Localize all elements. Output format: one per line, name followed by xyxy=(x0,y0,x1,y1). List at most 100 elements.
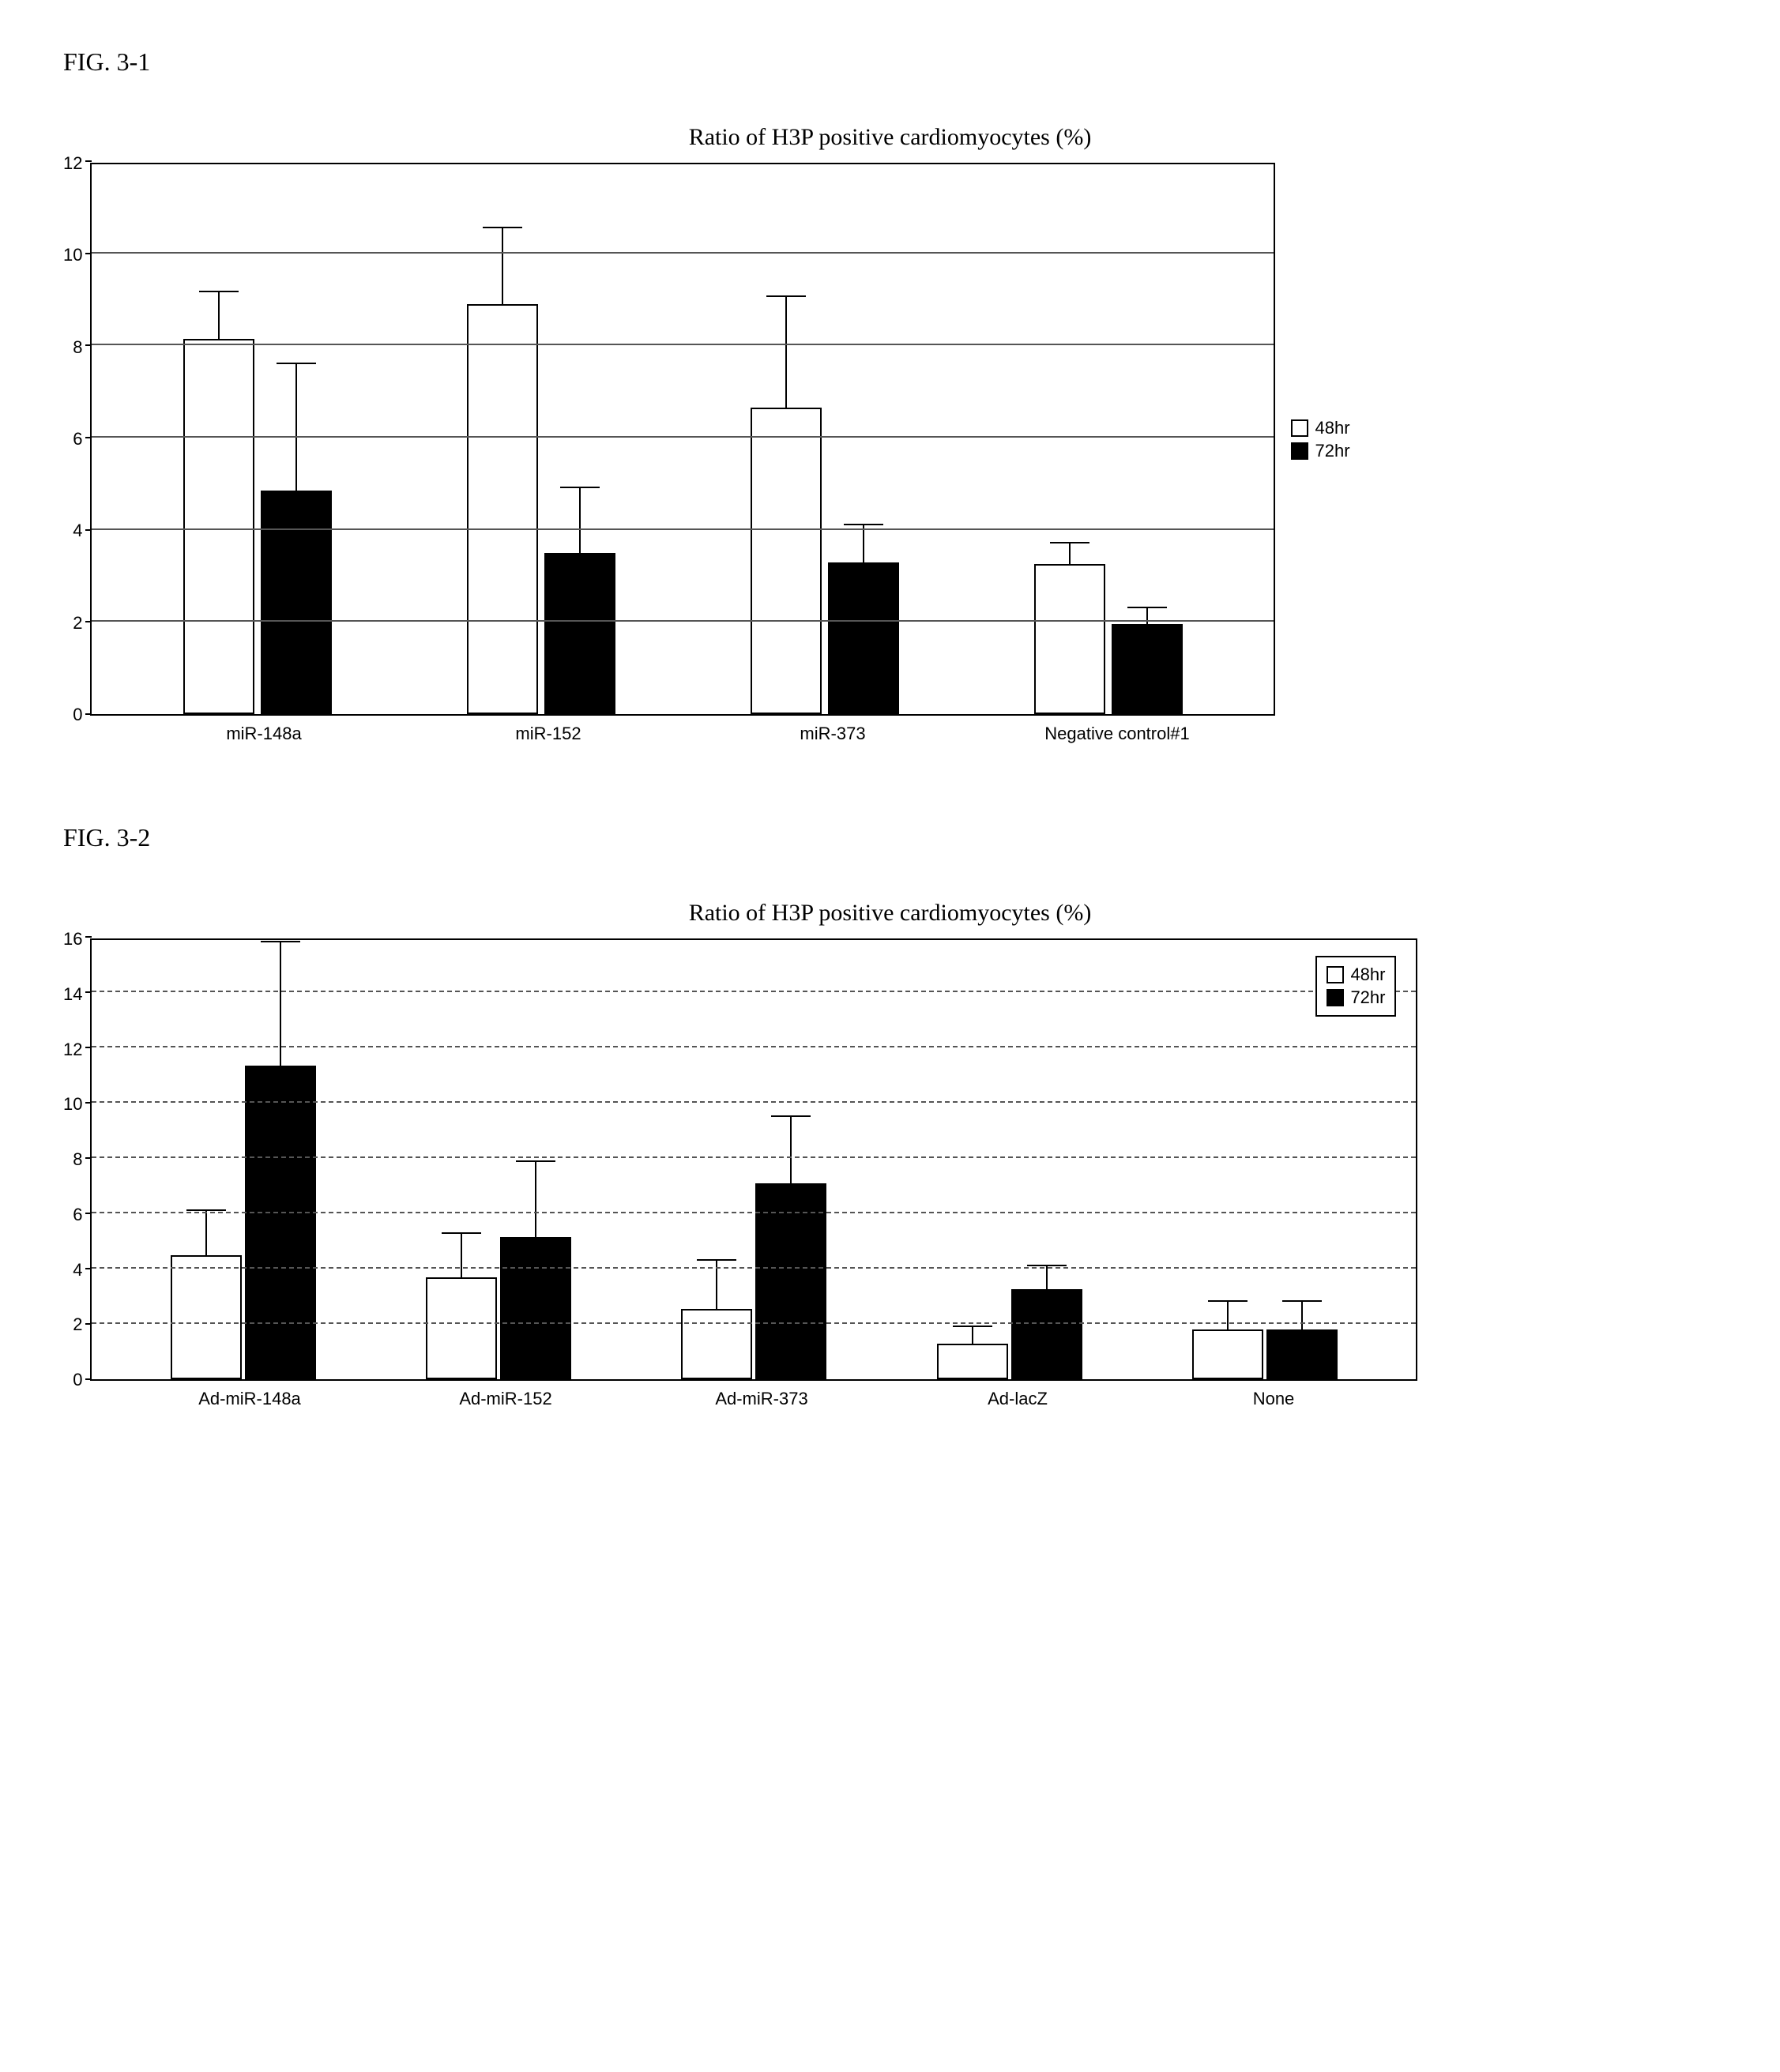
gridline xyxy=(92,344,1274,345)
y-tick-label: 8 xyxy=(73,1149,82,1170)
error-bar xyxy=(461,1234,462,1277)
gridline xyxy=(92,1267,1416,1269)
x-tick-label: Ad-lacZ xyxy=(945,1389,1090,1409)
legend-label: 72hr xyxy=(1315,441,1349,461)
error-cap xyxy=(516,1160,555,1162)
error-bar xyxy=(502,228,503,304)
figure-3-1: FIG. 3-1 Ratio of H3P positive cardiomyo… xyxy=(63,47,1717,744)
bar-group xyxy=(751,164,899,714)
y-tick-label: 2 xyxy=(73,1314,82,1335)
x-tick-label: Negative control#1 xyxy=(1043,724,1191,744)
bar xyxy=(245,1066,316,1379)
bar-group xyxy=(183,164,332,714)
plot-area xyxy=(90,163,1275,716)
error-cap xyxy=(1282,1300,1322,1302)
bar xyxy=(681,1309,752,1379)
plot-area: 48hr72hr xyxy=(90,938,1417,1381)
y-tick-label: 6 xyxy=(73,429,82,449)
y-tick-mark xyxy=(85,991,92,993)
legend-item: 48hr xyxy=(1327,965,1385,985)
error-bar xyxy=(205,1211,207,1255)
legend-label: 48hr xyxy=(1350,965,1385,985)
figure-label: FIG. 3-1 xyxy=(63,47,1717,77)
bar-group xyxy=(171,940,316,1379)
chart-title: Ratio of H3P positive cardiomyocytes (%) xyxy=(63,900,1717,927)
gridline xyxy=(92,991,1416,992)
bar xyxy=(426,1277,497,1380)
legend: 48hr72hr xyxy=(1315,956,1396,1017)
legend-label: 72hr xyxy=(1350,987,1385,1008)
y-tick-mark xyxy=(85,1268,92,1269)
bar-group xyxy=(937,940,1082,1379)
error-cap xyxy=(483,227,522,228)
legend-swatch xyxy=(1327,989,1344,1006)
y-tick-label: 16 xyxy=(63,929,82,950)
y-tick-mark xyxy=(85,621,92,622)
bar xyxy=(261,491,332,714)
y-tick-label: 10 xyxy=(63,245,82,265)
bar xyxy=(1011,1289,1082,1379)
error-bar xyxy=(972,1327,973,1344)
x-tick-label: Ad-miR-148a xyxy=(177,1389,322,1409)
bar xyxy=(1266,1329,1338,1379)
x-tick-label: miR-373 xyxy=(758,724,907,744)
y-tick-mark xyxy=(85,1378,92,1380)
x-tick-label: miR-152 xyxy=(474,724,623,744)
error-cap xyxy=(697,1259,736,1261)
bar-group xyxy=(681,940,826,1379)
figure-label: FIG. 3-2 xyxy=(63,823,1717,852)
error-bar xyxy=(785,297,787,408)
gridline xyxy=(92,1101,1416,1103)
y-tick-label: 4 xyxy=(73,1260,82,1280)
error-bar xyxy=(1069,543,1071,564)
y-tick-mark xyxy=(85,1047,92,1048)
legend-swatch xyxy=(1291,419,1308,437)
error-cap xyxy=(199,291,239,292)
error-cap xyxy=(1208,1300,1248,1302)
y-tick-label: 6 xyxy=(73,1205,82,1225)
y-tick-label: 0 xyxy=(73,1370,82,1390)
gridline xyxy=(92,1322,1416,1324)
error-cap xyxy=(1127,607,1167,608)
figure-3-2: FIG. 3-2 Ratio of H3P positive cardiomyo… xyxy=(63,823,1717,1409)
error-bar xyxy=(535,1162,536,1237)
x-tick-label: None xyxy=(1201,1389,1346,1409)
legend-item: 72hr xyxy=(1291,441,1349,461)
y-tick-label: 12 xyxy=(63,1040,82,1060)
legend-item: 48hr xyxy=(1291,418,1349,438)
gridline xyxy=(92,528,1274,530)
error-cap xyxy=(766,295,806,297)
x-tick-label: Ad-miR-373 xyxy=(689,1389,834,1409)
bar xyxy=(171,1255,242,1380)
y-tick-mark xyxy=(85,1323,92,1325)
x-axis: Ad-miR-148a Ad-miR-152 Ad-miR-373 Ad-lacZ No… xyxy=(98,1381,1425,1409)
error-bar xyxy=(790,1117,792,1183)
gridline xyxy=(92,620,1274,622)
error-bar xyxy=(863,525,864,562)
gridline xyxy=(92,1046,1416,1047)
legend-swatch xyxy=(1327,966,1344,983)
bar-group xyxy=(467,164,615,714)
bar xyxy=(1034,564,1105,714)
y-tick-label: 12 xyxy=(63,153,82,174)
y-tick-label: 14 xyxy=(63,984,82,1005)
legend-swatch xyxy=(1291,442,1308,460)
y-tick-label: 4 xyxy=(73,521,82,541)
y-tick-mark xyxy=(85,344,92,346)
x-tick-label: Ad-miR-152 xyxy=(433,1389,578,1409)
bar xyxy=(828,562,899,715)
bar-group xyxy=(426,940,571,1379)
bar xyxy=(1112,624,1183,714)
legend-item: 72hr xyxy=(1327,987,1385,1008)
error-cap xyxy=(560,487,600,488)
x-tick-label: miR-148a xyxy=(190,724,338,744)
bar xyxy=(500,1237,571,1379)
bar xyxy=(544,553,615,714)
error-cap xyxy=(186,1209,226,1211)
gridline xyxy=(92,436,1274,438)
y-tick-label: 2 xyxy=(73,613,82,634)
error-cap xyxy=(261,941,300,942)
bars-layer xyxy=(92,940,1416,1379)
x-axis: miR-148a miR-152 miR-373 Negative control#1 xyxy=(98,716,1283,744)
bar xyxy=(751,408,822,714)
